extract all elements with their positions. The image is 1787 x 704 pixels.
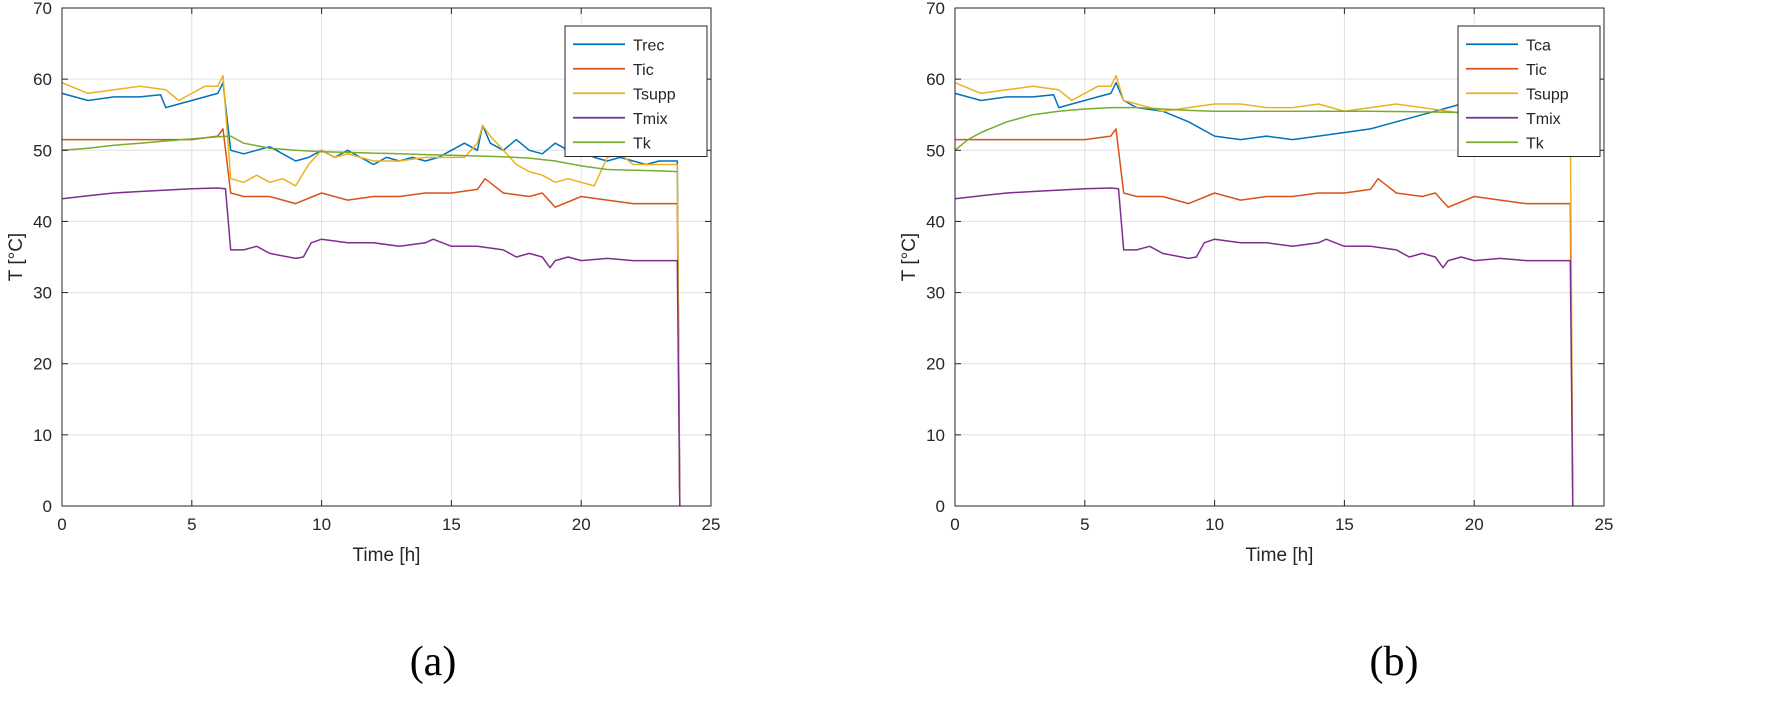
legend: Trec Tic Tsupp Tmix Tk [564,25,708,157]
y-tick-label: 60 [33,70,52,89]
legend-entry: Tk [633,135,652,152]
x-axis-label: Time [h] [353,545,421,566]
legend-entry: Tmix [633,111,668,128]
y-tick-label: 30 [33,284,52,303]
y-tick-label: 70 [926,0,945,18]
axes-box [61,7,712,507]
x-tick-label: 25 [1595,515,1614,534]
y-tick-label: 30 [926,284,945,303]
y-tick-label: 10 [33,426,52,445]
x-tick-label: 0 [950,515,959,534]
x-axis-label: Time [h] [1246,545,1314,566]
x-tick-label: 20 [1465,515,1484,534]
x-tick-label: 25 [702,515,721,534]
series-line-tk [61,135,678,173]
x-tick-label: 10 [1205,515,1224,534]
x-tick-label: 20 [572,515,591,534]
legend-entry: Tic [1526,62,1547,79]
y-tick-label: 10 [926,426,945,445]
x-tick-label: 10 [312,515,331,534]
y-axis-label: T [°C] [6,233,27,281]
legend-entry: Tsupp [1526,86,1569,103]
x-tick-label: 0 [57,515,66,534]
series-line-tsupp [954,74,1574,507]
y-axis-label: T [°C] [899,233,920,281]
series-line-tmix [954,187,1574,507]
legend-entry: Trec [633,37,664,54]
series-line-tic [955,128,1574,507]
x-tick-label: 5 [187,515,196,534]
y-tick-label: 50 [33,141,52,160]
chart-panel-a: 0 5 10 15 20 25 0 10 20 30 40 50 60 70 Time [h] T [°C] T… [6,0,721,566]
y-tick-label: 70 [33,0,52,18]
legend-entry: Tmix [1526,111,1561,128]
legend-entry: Tic [633,62,654,79]
y-tick-label: 20 [33,355,52,374]
y-tick-label: 20 [926,355,945,374]
y-tick-label: 0 [43,497,52,516]
series-line-tca [954,81,1475,141]
chart-panel-b: 0 5 10 15 20 25 0 10 20 30 40 50 60 70 Time [h] T [°C] T… [899,0,1614,566]
series-line-tmix [61,187,681,507]
legend-entry: Tsupp [633,86,676,103]
legend-entry: Tk [1526,135,1545,152]
axes-box [954,7,1605,507]
y-tick-label: 60 [926,70,945,89]
legend-box [1457,25,1601,157]
legend: Tca Tic Tsupp Tmix Tk [1457,25,1601,157]
y-tick-label: 50 [926,141,945,160]
series-line-tsupp [61,74,681,507]
y-tick-label: 0 [936,497,945,516]
x-tick-label: 15 [1335,515,1354,534]
y-tick-label: 40 [926,212,945,231]
panel-label-a: (a) [409,639,457,685]
x-tick-label: 5 [1080,515,1089,534]
legend-entry: Tca [1526,37,1551,54]
panel-label-b: (b) [1369,639,1419,685]
y-tick-label: 40 [33,212,52,231]
x-tick-label: 15 [442,515,461,534]
legend-box [564,25,708,157]
